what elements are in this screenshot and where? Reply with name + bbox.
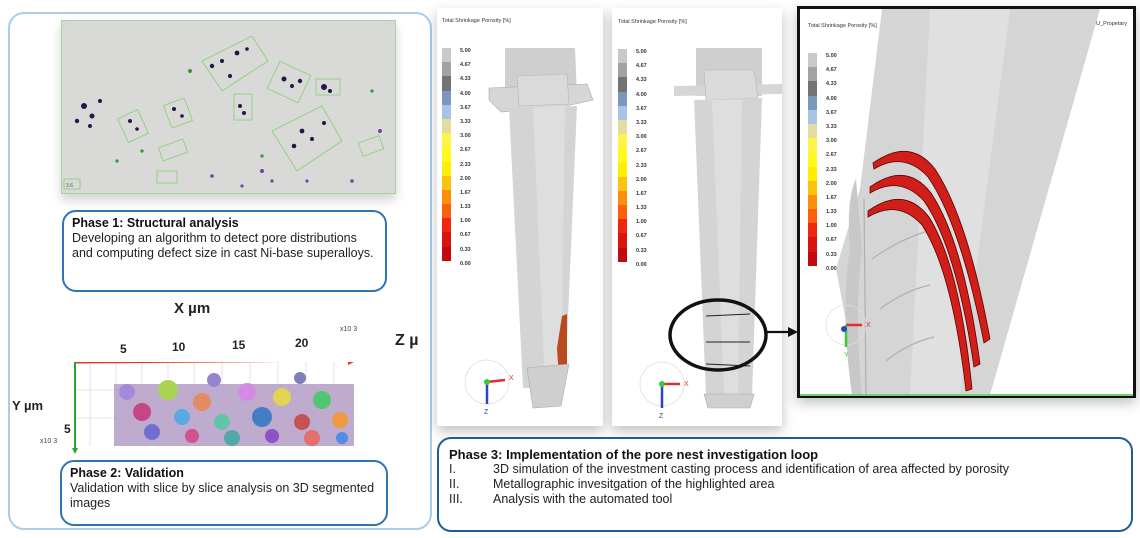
svg-text:Z: Z [659, 413, 664, 420]
legend-title: Total Shrinkage Porosity [%] [808, 23, 877, 29]
simulation-panel-zoomed-sections: Total Shrinkage Porosity [%] Phase1_Fill… [797, 6, 1136, 398]
segmented-3d-plot [72, 356, 358, 454]
sectioned-blade-illustration: X Z [639, 48, 782, 420]
micrograph-scale-label: 3.6 [66, 183, 73, 189]
y-tick: 5 [64, 422, 71, 436]
legend-title: Total Shrinkage Porosity [%] [442, 18, 511, 24]
legend-title: Total Shrinkage Porosity [%] [618, 19, 687, 25]
phase3-step: II. Metallographic invesitgation of the … [449, 477, 775, 491]
simulation-panel-sectioned-blade: Total Shrinkage Porosity [%] 5.00 4.67 4.3… [612, 8, 782, 426]
x-tick: 5 [120, 342, 127, 356]
phase3-box: Phase 3: Implementation of the pore nest… [437, 437, 1133, 532]
pore-micrograph-image: 3.6 [61, 20, 396, 194]
svg-text:Z: Z [484, 409, 489, 416]
phase3-title: Phase 3: Implementation of the pore nest… [449, 447, 819, 462]
phase3-step: I. 3D simulation of the investment casti… [449, 462, 1010, 476]
svg-text:X: X [684, 381, 689, 388]
phase2-box: Phase 2: Validation Validation with slic… [60, 460, 388, 526]
pore-cloud-illustration [72, 356, 358, 454]
y-axis-label: Y µm [12, 398, 44, 413]
phase1-title: Phase 1: Structural analysis [72, 216, 239, 230]
micrograph-illustration [62, 21, 395, 193]
phase1-text: Developing an algorithm to detect pore d… [72, 231, 374, 260]
x-exponent: x10 3 [340, 326, 358, 333]
y-exponent: x10 3 [40, 438, 58, 445]
panel-bottom-line [800, 394, 1133, 396]
svg-text:Y: Y [844, 352, 849, 359]
simulation-panel-full-blade: Total Shrinkage Porosity [%] 5.00 4.67 4.3… [437, 8, 603, 426]
phase1-box: Phase 1: Structural analysis Developing … [62, 210, 387, 292]
svg-text:X: X [509, 375, 514, 382]
x-axis-label: X µm [174, 300, 211, 317]
phase3-step: III. Analysis with the automated tool [449, 492, 673, 506]
turbine-blade-illustration: X Z [464, 48, 594, 416]
x-tick: 15 [232, 338, 246, 352]
svg-text:X: X [866, 322, 871, 329]
z-axis-label: Z µ [395, 332, 419, 349]
zoomed-blade-illustration: X Y [825, 9, 1100, 395]
x-tick: 10 [172, 340, 186, 354]
phase2-text: Validation with slice by slice analysis … [70, 481, 375, 510]
x-tick: 20 [295, 336, 309, 350]
phase2-title: Phase 2: Validation [70, 466, 184, 480]
